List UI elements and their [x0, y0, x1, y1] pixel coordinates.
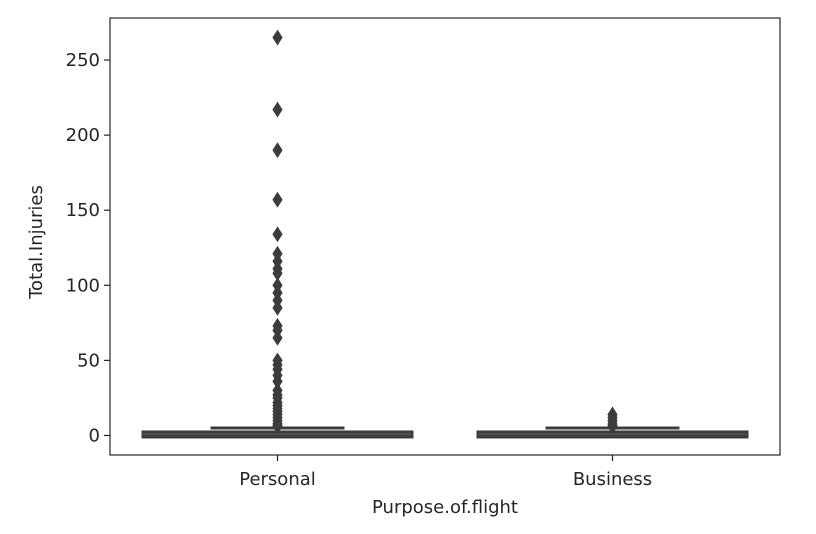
- box-series: [141, 29, 749, 439]
- outlier-point: [272, 29, 283, 46]
- x-axis-title: Purpose.of.flight: [372, 497, 518, 518]
- y-axis: 0 50 100 150 200 250: [66, 50, 110, 446]
- y-tick-label: 100: [66, 275, 100, 296]
- y-tick-label: 250: [66, 50, 100, 71]
- outlier-point: [272, 299, 283, 316]
- outlier-point: [272, 142, 283, 159]
- outlier-point: [272, 226, 283, 243]
- outlier-point: [272, 329, 283, 346]
- y-tick-label: 50: [77, 350, 100, 371]
- y-tick-label: 150: [66, 200, 100, 221]
- outlier-point: [272, 418, 283, 435]
- y-tick-label: 0: [89, 425, 100, 446]
- x-tick-label: Business: [573, 469, 652, 490]
- box-business: [476, 406, 749, 439]
- y-axis-title: Total.Injuries: [26, 185, 47, 300]
- y-tick-label: 200: [66, 125, 100, 146]
- outlier-point: [272, 191, 283, 208]
- x-tick-label: Personal: [239, 469, 316, 490]
- plot-area: [109, 17, 781, 456]
- box-personal: [141, 29, 414, 439]
- outlier-point: [272, 101, 283, 118]
- outlier-point: [607, 418, 618, 435]
- x-axis: Personal Business: [239, 455, 652, 490]
